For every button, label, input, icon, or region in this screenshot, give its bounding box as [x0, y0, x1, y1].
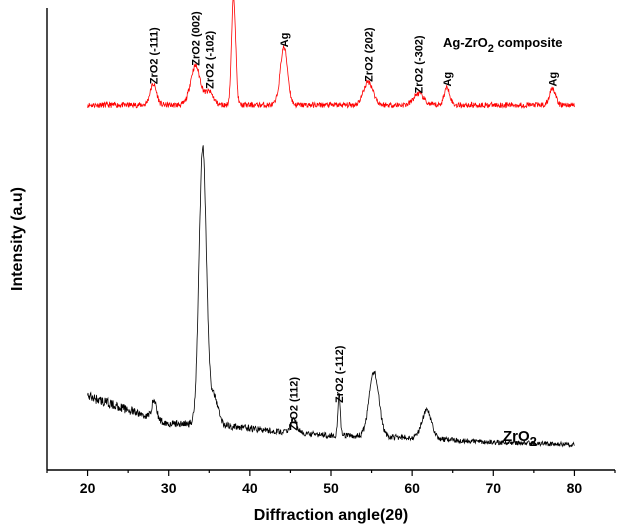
series-labels: Ag-ZrO2 composite ZrO2: [443, 35, 563, 449]
peak-label: Ag: [442, 72, 454, 87]
peak-label: ZrO2 (-111): [148, 27, 160, 84]
peak-label: ZrO2 (-102): [204, 30, 216, 88]
peak-label: ZrO2 (002): [190, 11, 202, 66]
peak-label: ZrO2 (-112): [334, 345, 346, 403]
x-tick-label: 70: [485, 480, 501, 496]
peak-label: Ag: [279, 33, 291, 48]
peak-label: ZrO2 (-302): [414, 35, 426, 93]
series-label-1: ZrO2: [503, 428, 537, 449]
peak-annotations: ZrO2 (-111) ZrO2 (002)ZrO2 (-102) Ag Ag ZrO2…: [148, 11, 560, 431]
x-tick-label: 50: [323, 480, 339, 496]
peak-label: Ag: [548, 72, 560, 87]
y-axis-label: Intensity (a.u): [9, 187, 26, 291]
series-line-0: [87, 0, 575, 109]
series-label-0: Ag-ZrO2 composite: [443, 35, 563, 55]
x-tick-label: 40: [242, 480, 258, 496]
axes: 20 30 40 50 60 70 80: [46, 8, 616, 496]
series-layer: [87, 0, 575, 448]
x-tick-label: 30: [161, 480, 177, 496]
peak-label: ZrO2 (202): [363, 27, 375, 82]
peak-label: ZrO2 (112): [289, 377, 301, 431]
series-line-1: [87, 145, 575, 448]
x-axis-label: Diffraction angle(2θ): [254, 507, 408, 524]
x-tick-label: 80: [567, 480, 583, 496]
x-tick-label: 20: [80, 480, 96, 496]
x-tick-label: 60: [404, 480, 420, 496]
